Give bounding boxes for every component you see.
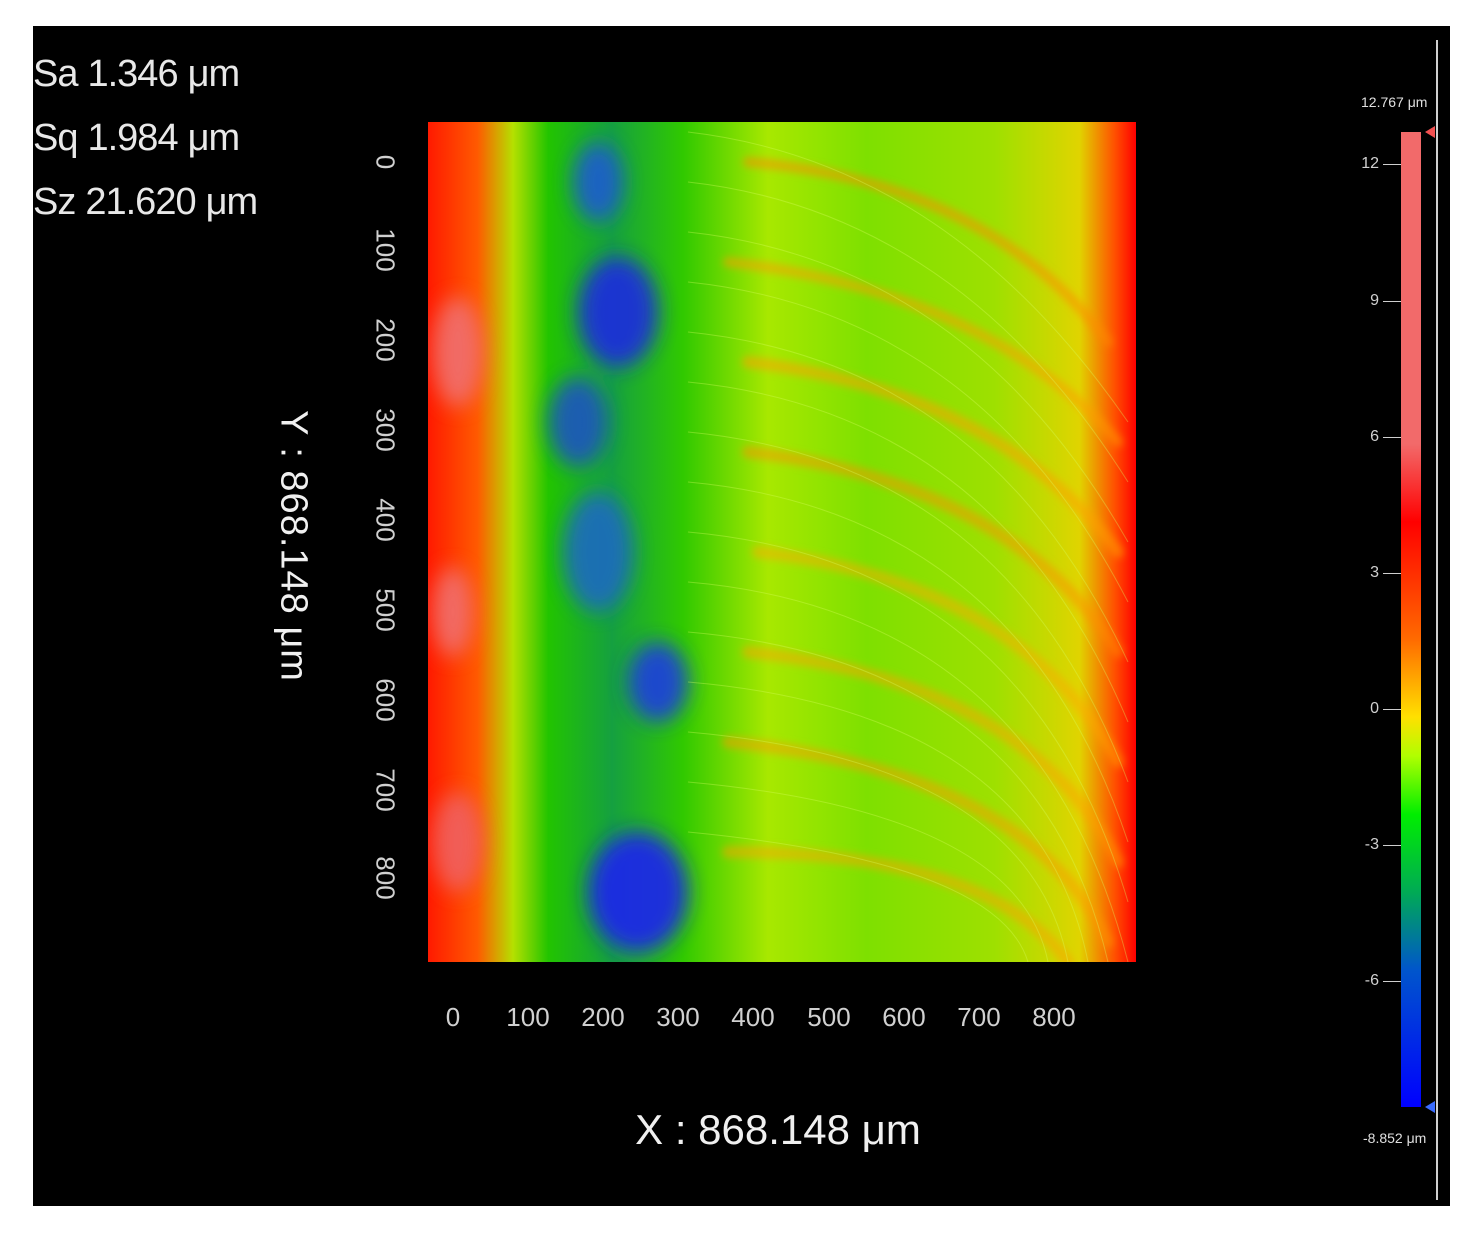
stat-sz: Sz 21.620 μm <box>33 170 267 234</box>
colorbar-tick-label-3: 3 <box>1370 564 1379 581</box>
height-map-graphic <box>428 122 1136 962</box>
x-tick-label-800: 800 <box>1032 1002 1076 1032</box>
y-tick-label-200: 200 <box>370 318 401 362</box>
x-tick-label-300: 300 <box>656 1002 700 1032</box>
colorbar-tick <box>1383 709 1401 710</box>
x-tick-label-400: 400 <box>731 1002 775 1032</box>
stat-sa: Sa 1.346 μm <box>33 42 267 106</box>
colorbar-tick <box>1383 301 1401 302</box>
colorbar-max-marker-icon[interactable] <box>1425 126 1435 138</box>
colorbar-tick <box>1383 164 1401 165</box>
colorbar-tick-label-12: 12 <box>1361 155 1379 172</box>
y-tick-label-600: 600 <box>370 678 401 722</box>
y-tick-label-300: 300 <box>370 408 401 452</box>
y-tick-label-0: 0 <box>370 154 401 170</box>
stat-sa-name: Sa <box>33 53 78 95</box>
colorbar-tick-label-0: 0 <box>1370 700 1379 717</box>
colorbar-tick-label-6: 6 <box>1370 428 1379 445</box>
x-tick-label-100: 100 <box>506 1002 550 1032</box>
stat-sq-value: 1.984 <box>87 117 178 159</box>
colorbar-min-label: -8.852 μm <box>1363 1130 1427 1146</box>
colorbar-frame-line <box>1436 40 1438 1200</box>
y-tick-label-100: 100 <box>370 228 401 272</box>
y-tick-label-700: 700 <box>370 768 401 812</box>
roughness-stats: Sa 1.346 μm Sq 1.984 μm Sz 21.620 μm <box>33 42 267 234</box>
colorbar-tick <box>1383 981 1401 982</box>
y-tick-label-500: 500 <box>370 588 401 632</box>
surface-viewer: Sa 1.346 μm Sq 1.984 μm Sz 21.620 μm <box>33 26 1450 1206</box>
y-tick-label-800: 800 <box>370 856 401 900</box>
x-axis-title: X : 868.148 μm <box>635 1106 921 1153</box>
colorbar-tick-label-minus-3: -3 <box>1364 836 1379 853</box>
x-tick-label-600: 600 <box>882 1002 926 1032</box>
stat-sq-name: Sq <box>33 117 78 159</box>
stat-sz-value: 21.620 <box>85 181 196 223</box>
x-tick-label-0: 0 <box>445 1002 461 1032</box>
colorbar <box>1401 132 1421 1107</box>
stat-sa-value: 1.346 <box>87 53 178 95</box>
x-tick-label-500: 500 <box>807 1002 851 1032</box>
colorbar-max-label: 12.767 μm <box>1361 94 1428 110</box>
y-axis-title: Y : 868.148 μm <box>272 410 315 682</box>
colorbar-tick <box>1383 437 1401 438</box>
x-tick-label-700: 700 <box>957 1002 1001 1032</box>
stat-sa-unit: μm <box>187 53 241 95</box>
y-tick-label-400: 400 <box>370 498 401 542</box>
colorbar-tick-label-9: 9 <box>1370 292 1379 309</box>
colorbar-tick <box>1383 573 1401 574</box>
colorbar-tick <box>1383 845 1401 846</box>
stat-sq: Sq 1.984 μm <box>33 106 267 170</box>
stat-sz-name: Sz <box>33 181 76 223</box>
colorbar-min-marker-icon[interactable] <box>1425 1101 1435 1113</box>
height-map[interactable] <box>428 122 1136 962</box>
stat-sz-unit: μm <box>205 181 259 223</box>
x-tick-label-200: 200 <box>581 1002 625 1032</box>
colorbar-tick-label-minus-6: -6 <box>1364 972 1379 989</box>
stat-sq-unit: μm <box>187 117 241 159</box>
